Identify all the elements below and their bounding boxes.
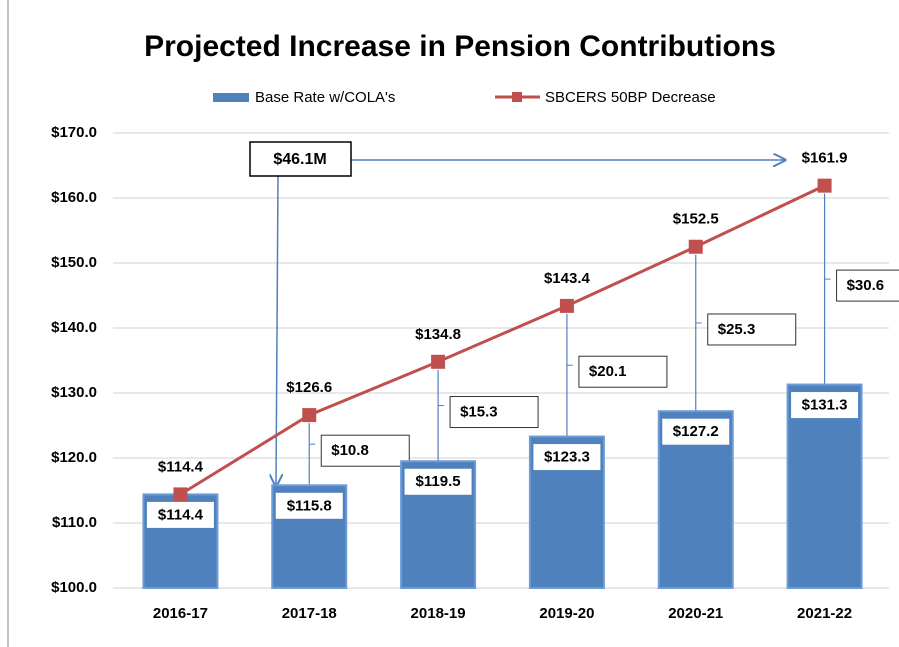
annotation-box: [249, 141, 352, 177]
line-value-label: $134.8: [415, 326, 461, 343]
x-tick-label: 2016-17: [153, 605, 208, 622]
annotation-box: [707, 313, 797, 346]
y-tick-label: $130.0: [51, 384, 97, 401]
bar-value-label: $115.8: [287, 497, 332, 514]
annotation-box: [578, 355, 668, 388]
y-tick-label: $160.0: [51, 189, 97, 206]
line-marker: [817, 178, 832, 193]
x-tick-label: 2021-22: [797, 605, 852, 622]
line-value-label: $114.4: [158, 458, 204, 475]
bar-value-label: $127.2: [673, 423, 719, 440]
x-tick-label: 2020-21: [668, 605, 723, 622]
legend-label: SBCERS 50BP Decrease: [545, 89, 716, 106]
x-tick-label: 2018-19: [411, 605, 466, 622]
annotation: $46.1M: [273, 151, 326, 168]
bar-value-label: $131.3: [802, 397, 848, 414]
value-label-box: [403, 467, 473, 496]
legend-marker: [512, 92, 522, 102]
bar-value-label: $119.5: [416, 473, 461, 490]
value-label-box: [145, 500, 215, 529]
line-value-label: $161.9: [802, 150, 848, 167]
annotation: $30.6: [847, 277, 885, 294]
chart-title: Projected Increase in Pension Contributi…: [144, 30, 776, 63]
value-label-box: [532, 443, 602, 472]
value-label-box: [661, 417, 731, 446]
y-tick-label: $170.0: [51, 124, 97, 141]
annotation: $15.3: [460, 403, 498, 420]
y-tick-label: $120.0: [51, 449, 97, 466]
line-marker: [688, 239, 703, 254]
legend-label: Base Rate w/COLA's: [255, 89, 395, 106]
annotation: $20.1: [589, 363, 627, 380]
line-marker: [559, 298, 574, 313]
legend-swatch: [213, 93, 249, 102]
y-tick-label: $150.0: [51, 254, 97, 271]
bar-value-label: $114.4: [158, 506, 204, 523]
y-tick-label: $140.0: [51, 319, 97, 336]
value-label-box: [274, 491, 344, 520]
bar-value-label: $123.3: [544, 449, 590, 466]
y-tick-label: $100.0: [51, 579, 97, 596]
x-tick-label: 2017-18: [282, 605, 337, 622]
line-value-label: $152.5: [673, 211, 719, 228]
line-value-label: $126.6: [286, 379, 332, 396]
x-tick-label: 2019-20: [539, 605, 594, 622]
line-value-label: $143.4: [544, 270, 591, 287]
y-tick-label: $110.0: [52, 514, 97, 531]
line-marker: [302, 408, 317, 423]
annotation: $10.8: [331, 442, 369, 459]
line-marker: [431, 354, 446, 369]
annotation-box: [836, 269, 899, 302]
annotation: $25.3: [718, 321, 756, 338]
line: [179, 184, 826, 496]
line-marker: [173, 487, 188, 502]
value-label-box: [790, 391, 860, 420]
annotation-box: [320, 434, 410, 467]
annotation-box: [449, 396, 539, 429]
arrow: [276, 175, 278, 486]
